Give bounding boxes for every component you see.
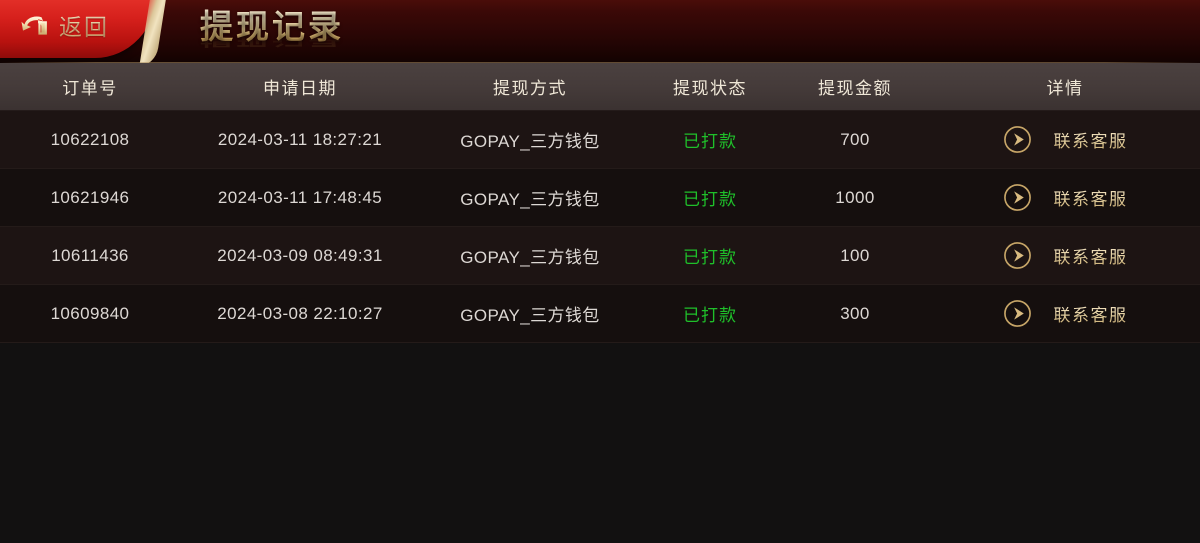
cell-detail: 联系客服 (930, 125, 1200, 154)
cell-status: 已打款 (640, 301, 780, 326)
cell-amount: 1000 (835, 187, 875, 207)
contact-support-link[interactable]: 联系客服 (1054, 127, 1128, 152)
table-row[interactable]: 10621946 2024-03-11 17:48:45 GOPAY_三方钱包 … (0, 169, 1200, 227)
column-header-detail: 详情 (1046, 79, 1084, 98)
cell-apply-date: 2024-03-09 08:49:31 (217, 245, 383, 265)
column-header-apply-date: 申请日期 (263, 79, 337, 98)
cell-status: 已打款 (640, 243, 780, 268)
cell-detail: 联系客服 (930, 241, 1200, 270)
cell-apply-date: 2024-03-11 18:27:21 (217, 129, 383, 149)
table-row[interactable]: 10611436 2024-03-09 08:49:31 GOPAY_三方钱包 … (0, 227, 1200, 285)
cell-amount: 700 (840, 129, 870, 149)
contact-support-link[interactable]: 联系客服 (1054, 301, 1128, 326)
cell-amount: 100 (840, 245, 870, 265)
table-row[interactable]: 10622108 2024-03-11 18:27:21 GOPAY_三方钱包 … (0, 111, 1200, 169)
cell-method: GOPAY_三方钱包 (460, 190, 600, 209)
column-header-method: 提现方式 (493, 79, 567, 98)
status-badge: 已打款 (683, 306, 737, 325)
cell-order-no: 10621946 (50, 187, 130, 207)
cell-detail: 联系客服 (930, 299, 1200, 328)
cell-apply-date: 2024-03-11 17:48:45 (217, 187, 383, 207)
cell-order-no: 10622108 (50, 129, 130, 149)
cell-status: 已打款 (640, 185, 780, 210)
back-button[interactable]: 返回 (0, 0, 157, 58)
table-header-row: 订单号 申请日期 提现方式 提现状态 提现金额 详情 (0, 63, 1200, 111)
back-button-label: 返回 (59, 8, 109, 42)
undo-arrow-icon (20, 10, 50, 40)
cell-apply-date: 2024-03-08 22:10:27 (217, 303, 383, 323)
cell-detail: 联系客服 (930, 183, 1200, 212)
status-badge: 已打款 (683, 132, 737, 151)
contact-support-link[interactable]: 联系客服 (1054, 185, 1128, 210)
page-title: 提现记录 (200, 5, 500, 49)
cell-method: GOPAY_三方钱包 (460, 306, 600, 325)
chevron-right-circle-icon[interactable] (1003, 183, 1032, 212)
contact-support-link[interactable]: 联系客服 (1054, 243, 1128, 268)
column-header-order-no: 订单号 (62, 79, 118, 98)
cell-amount: 300 (840, 303, 870, 323)
column-header-amount: 提现金额 (818, 79, 892, 98)
chevron-right-circle-icon[interactable] (1003, 299, 1032, 328)
withdrawal-records-table: 订单号 申请日期 提现方式 提现状态 提现金额 详情 10622108 2024… (0, 63, 1200, 542)
status-badge: 已打款 (683, 190, 737, 209)
cell-order-no: 10609840 (50, 303, 130, 323)
cell-method: GOPAY_三方钱包 (460, 132, 600, 151)
cell-method: GOPAY_三方钱包 (460, 248, 600, 267)
status-badge: 已打款 (683, 248, 737, 267)
column-header-status: 提现状态 (673, 79, 747, 98)
table-row[interactable]: 10609840 2024-03-08 22:10:27 GOPAY_三方钱包 … (0, 285, 1200, 343)
page-title-wrap: 提现记录 提现记录 (200, 5, 500, 63)
top-bar: 返回 提现记录 提现记录 (0, 0, 1200, 63)
chevron-right-circle-icon[interactable] (1003, 241, 1032, 270)
empty-area (0, 343, 1200, 542)
cell-order-no: 10611436 (51, 245, 129, 265)
chevron-right-circle-icon[interactable] (1003, 125, 1032, 154)
cell-status: 已打款 (640, 127, 780, 152)
